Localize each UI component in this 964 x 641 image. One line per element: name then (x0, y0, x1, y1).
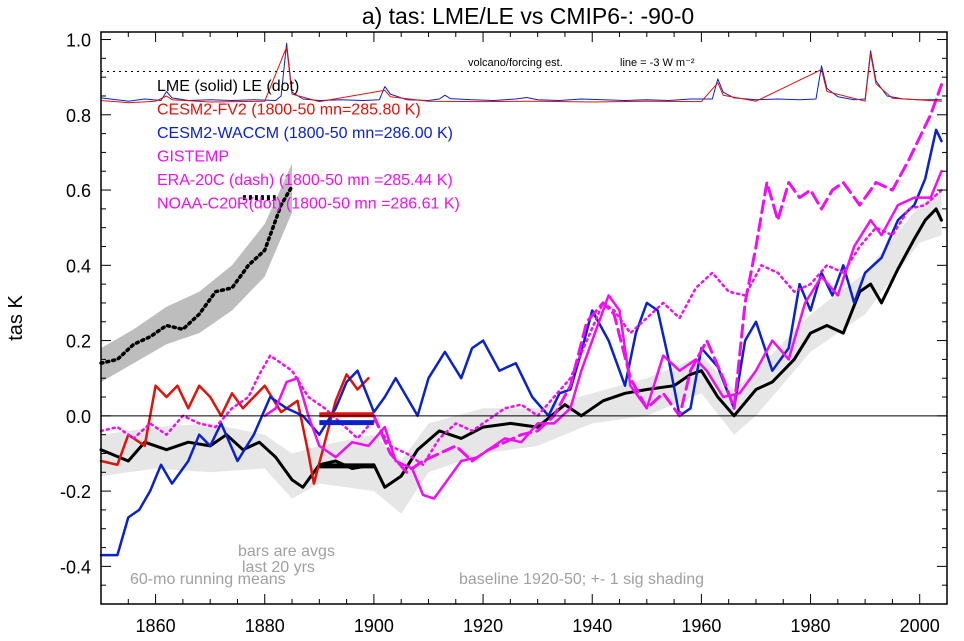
legend-entry: ERA-20C (dash) (1800-50 mn =285.44 K) (157, 172, 453, 189)
bars-note-2: last 20 yrs (242, 559, 315, 576)
chart-title: a) tas: LME/LE vs CMIP6-: -90-0 (362, 3, 694, 29)
band-le-spread (101, 163, 292, 382)
x-tick-label: 1900 (354, 616, 394, 636)
series-cesm2-waccm (99, 128, 943, 557)
volcano-note: volcano/forcing est. (468, 57, 563, 69)
y-tick-label: 1.0 (66, 31, 91, 51)
x-tick-label: 1920 (463, 616, 503, 636)
plot-area: 1860 1880 1900 1920 1940 1960 1980 2000 -0.4 -0.2… (60, 31, 948, 636)
bars-note: bars are avgs (238, 543, 335, 560)
y-tick-label: -0.4 (60, 557, 91, 577)
baseline-note: baseline 1920-50; +- 1 sig shading (459, 571, 704, 588)
y-tick-label: 0.0 (66, 407, 91, 427)
legend-entry: LME (solid) LE (dot) (157, 78, 299, 95)
series-le (99, 184, 294, 365)
x-tick-label: 1860 (136, 616, 176, 636)
y-tick-label: 0.8 (66, 106, 91, 126)
plot-frame (100, 31, 948, 605)
legend-entry: NOAA-C20R(dot) (1800-50 mn =286.61 K) (157, 196, 460, 213)
y-axis-label: tas K (5, 295, 27, 341)
series-noaa-c20r (99, 188, 943, 467)
y-tick-label: 0.6 (66, 181, 91, 201)
x-tick-label: 1940 (572, 616, 612, 636)
x-tick-label: 1880 (245, 616, 285, 636)
uncertainty-bands (101, 163, 942, 514)
average-bars (242, 195, 374, 469)
x-tick-label: 1980 (791, 616, 831, 636)
y-tick-label: 0.4 (66, 256, 91, 276)
band-lme-spread (101, 190, 942, 514)
series-volcano-forcing (100, 42, 942, 102)
legend-entry: GISTEMP (157, 149, 229, 166)
legend-entry: CESM2-FV2 (1800-50 mn=285.80 K) (157, 102, 421, 119)
legend: LME (solid) LE (dot) CESM2-FV2 (1800-50 m… (157, 78, 460, 213)
running-mean-note: 60-mo running means (130, 571, 286, 588)
series-cesm2-fv2 (99, 373, 370, 485)
y-tick-label: 0.2 (66, 332, 91, 352)
legend-entry: CESM2-WACCM (1800-50 mn=286.00 K) (157, 125, 453, 142)
series-volcano-forcing-2 (100, 46, 942, 104)
forcing-line-note: line = -3 W m⁻² (620, 57, 695, 69)
series-gistemp (263, 169, 943, 500)
series-era-20c (372, 83, 943, 474)
x-tick-label: 2000 (900, 616, 940, 636)
axis-ticks: 1860 1880 1900 1920 1940 1960 1980 2000 -0.4 -0.2… (60, 31, 947, 636)
x-tick-label: 1960 (681, 616, 721, 636)
y-tick-label: -0.2 (60, 482, 91, 502)
